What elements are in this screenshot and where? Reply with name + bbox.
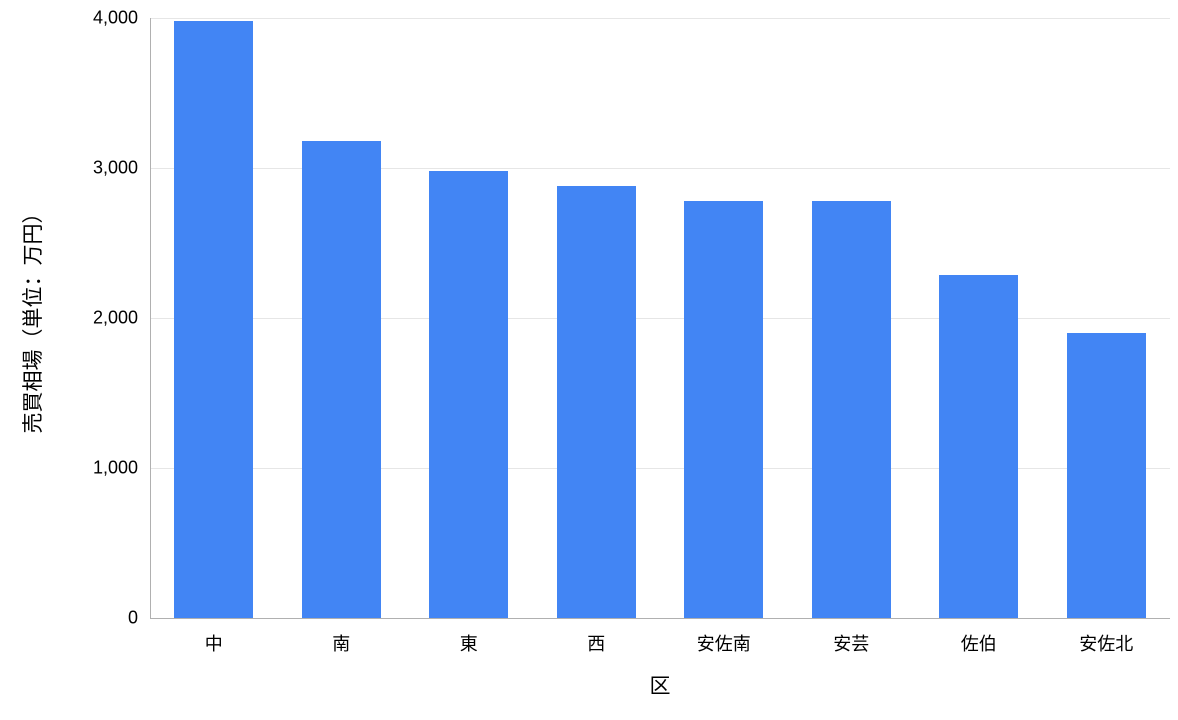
x-tick-label: 安佐南 — [660, 630, 788, 656]
bar — [557, 186, 636, 618]
x-tick-label: 東 — [405, 630, 533, 656]
bar — [939, 275, 1018, 619]
x-tick-label: 安芸 — [788, 630, 916, 656]
y-axis-line — [150, 18, 151, 618]
bar — [429, 171, 508, 618]
x-tick-label: 南 — [278, 630, 406, 656]
bar — [684, 201, 763, 618]
gridline — [150, 18, 1170, 19]
x-tick-label: 西 — [533, 630, 661, 656]
bar — [174, 21, 253, 618]
bar — [812, 201, 891, 618]
x-axis-title: 区 — [650, 670, 671, 700]
x-tick-label: 佐伯 — [915, 630, 1043, 656]
bar — [302, 141, 381, 618]
y-tick-label: 3,000 — [0, 158, 138, 179]
y-tick-label: 0 — [0, 608, 138, 629]
x-tick-label: 安佐北 — [1043, 630, 1171, 656]
bar-chart: 売買相場（単位：万円） 区 01,0002,0003,0004,000中南東西安… — [0, 0, 1178, 720]
gridline — [150, 618, 1170, 619]
bar — [1067, 333, 1146, 618]
y-tick-label: 2,000 — [0, 308, 138, 329]
plot-area — [150, 18, 1170, 618]
x-tick-label: 中 — [150, 630, 278, 656]
y-tick-label: 4,000 — [0, 8, 138, 29]
y-tick-label: 1,000 — [0, 458, 138, 479]
